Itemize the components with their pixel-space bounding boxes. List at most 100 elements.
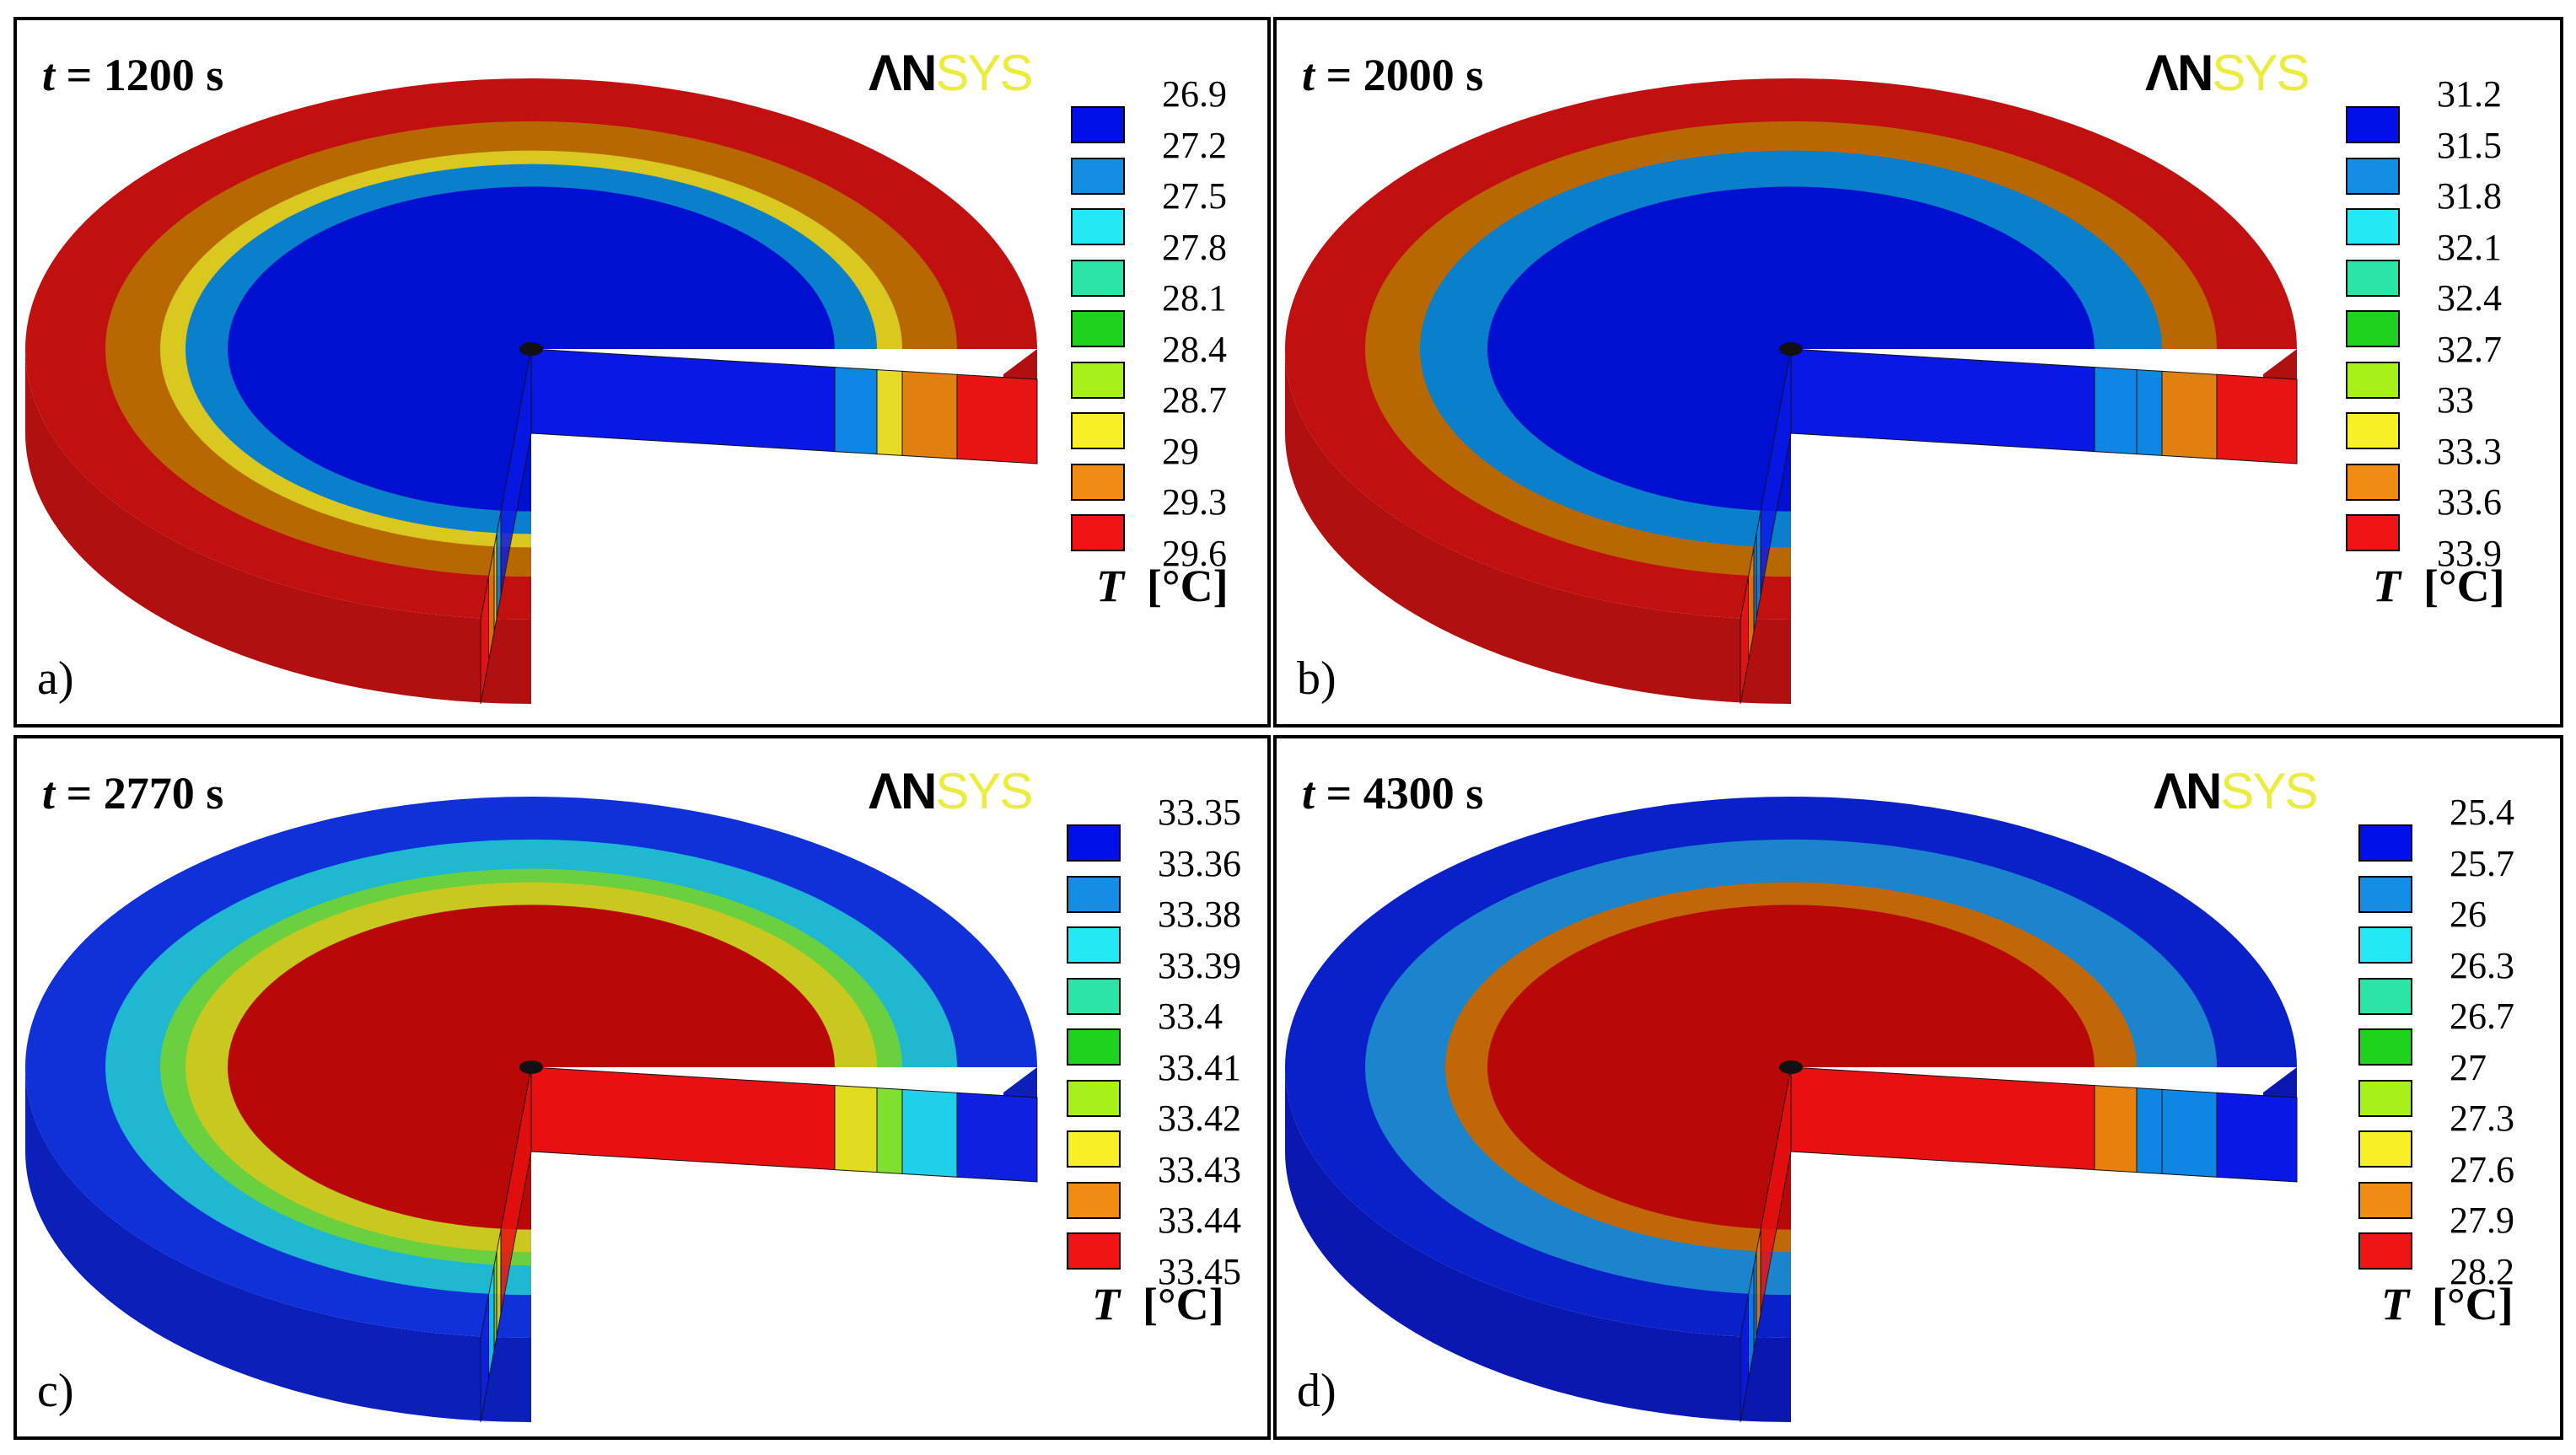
legend-color-swatch (2346, 463, 2400, 501)
ansys-logo: ΛNSYS (869, 45, 1033, 101)
cut-face-segment (901, 370, 958, 459)
outer-side-wall (25, 1067, 531, 1422)
legend-tick-label: 28.7 (1162, 379, 1227, 421)
legend-tick-label: 33.38 (1158, 894, 1241, 935)
legend-color-swatch (2346, 157, 2400, 195)
legend-color-swatch (1067, 1130, 1121, 1168)
time-title-a: t = 1200 s (42, 50, 224, 100)
panel-a: t = 1200 s ΛNSYS 26.9 27.2 27.5 27.8 28.1 28.… (13, 17, 1271, 728)
ansys-logo: ΛNSYS (2154, 763, 2318, 819)
center-hole (519, 342, 543, 356)
legend-tick-label: 29.3 (1162, 481, 1227, 523)
legend-color-swatch (2346, 106, 2400, 143)
panel-d: t = 4300 s ΛNSYS 25.4 25.7 26 26.3 26.7 27 27.… (1273, 735, 2563, 1440)
ansys-logo: ΛNSYS (869, 763, 1033, 819)
legend-color-swatch (1067, 1232, 1121, 1270)
time-title-d: t = 4300 s (1302, 768, 1484, 819)
time-title-c: t = 2770 s (42, 768, 224, 819)
legend-tick-label: 33.9 (2437, 532, 2502, 574)
legend-tick-label: 31.8 (2437, 175, 2502, 217)
legend-tick-label: 32.4 (2437, 277, 2502, 319)
legend-color-swatch (1071, 106, 1125, 143)
legend-tick-label: 32.7 (2437, 328, 2502, 370)
legend-tick-label: 33.4 (1158, 996, 1223, 1037)
legend-tick-label: 27.2 (1162, 124, 1227, 166)
cut-face-segment (530, 1066, 836, 1171)
panel-label-a: a) (37, 652, 74, 705)
color-legend-c: 33.35 33.36 33.38 33.39 33.4 33.41 33.42 33.43 3… (1067, 791, 1267, 1297)
color-legend-b: 31.2 31.5 31.8 32.1 32.4 32.7 33 33.3 33.6 33.9 (2346, 72, 2548, 578)
cut-face-segment (480, 577, 489, 705)
legend-tick-label: 26.7 (2450, 996, 2514, 1037)
legend-tick-label: 31.2 (2437, 73, 2502, 115)
cut-face-segment (2094, 367, 2138, 455)
legend-tick-label: 27 (2450, 1046, 2487, 1088)
legend-color-swatch (1067, 824, 1121, 862)
unit-label-a: T [°C] (1096, 561, 1229, 611)
cut-face-segment (834, 1085, 878, 1173)
cut-face-segment (2136, 369, 2163, 456)
cut-face-segment (876, 369, 903, 456)
legend-color-swatch (2358, 1232, 2412, 1270)
legend-tick-label: 28.4 (1162, 328, 1227, 370)
cut-face-segment (834, 367, 878, 455)
legend-color-swatch (2358, 875, 2412, 913)
legend-color-swatch (1071, 259, 1125, 297)
center-hole (519, 1060, 543, 1074)
legend-color-swatch (2358, 1028, 2412, 1066)
legend-tick-label: 33.42 (1158, 1098, 1241, 1139)
legend-color-swatch (1071, 310, 1125, 347)
color-legend-a: 26.9 27.2 27.5 27.8 28.1 28.4 28.7 29 29.3 29.6 (1071, 72, 1267, 578)
temperature-disk-c (25, 797, 1038, 1423)
legend-color-swatch (2358, 977, 2412, 1015)
cut-face-segment (2161, 1088, 2218, 1178)
cut-face-segment (530, 348, 836, 453)
temperature-disk-b (1285, 78, 2298, 705)
cut-face-segment (1790, 348, 2095, 453)
outer-side-wall (1285, 1067, 1791, 1422)
legend-tick-label: 27.8 (1162, 226, 1227, 268)
cut-face-segment (901, 1088, 958, 1178)
outer-side-wall (25, 349, 531, 704)
legend-tick-label: 33.45 (1158, 1250, 1241, 1292)
cut-face-segment (1790, 1066, 2095, 1171)
cut-face-segment (1740, 1295, 1749, 1423)
legend-color-swatch (1067, 1028, 1121, 1066)
legend-color-swatch (2358, 926, 2412, 964)
legend-tick-label: 33.3 (2437, 430, 2502, 472)
temperature-disk-a (25, 78, 1038, 705)
cut-face-segment (2216, 373, 2298, 464)
legend-tick-label: 33.41 (1158, 1046, 1241, 1088)
legend-color-swatch (1071, 412, 1125, 449)
legend-tick-label: 29 (1162, 430, 1199, 472)
legend-color-swatch (2346, 514, 2400, 551)
legend-color-swatch (1067, 977, 1121, 1015)
legend-color-swatch (1067, 1079, 1121, 1117)
legend-tick-label: 27.5 (1162, 175, 1227, 217)
legend-color-swatch (1071, 463, 1125, 501)
cut-face-segment (2136, 1087, 2163, 1174)
legend-tick-label: 33.36 (1158, 842, 1241, 884)
legend-tick-label: 33 (2437, 379, 2474, 421)
legend-tick-label: 27.3 (2450, 1098, 2514, 1139)
unit-label-b: T [°C] (2373, 561, 2505, 611)
cut-face-segment (2161, 370, 2218, 459)
cut-face-segment (2216, 1092, 2298, 1183)
legend-color-swatch (2346, 208, 2400, 245)
legend-tick-label: 33.39 (1158, 944, 1241, 986)
legend-tick-label: 27.9 (2450, 1200, 2514, 1241)
legend-tick-label: 33.6 (2437, 481, 2502, 523)
color-legend-d: 25.4 25.7 26 26.3 26.7 27 27.3 27.6 27.9 28.2 (2358, 791, 2560, 1297)
legend-color-swatch (1067, 1181, 1121, 1219)
legend-tick-label: 26.9 (1162, 73, 1227, 115)
panel-label-d: d) (1297, 1365, 1336, 1417)
time-title-b: t = 2000 s (1302, 50, 1484, 100)
unit-label-c: T [°C] (1092, 1279, 1224, 1329)
legend-tick-label: 33.43 (1158, 1148, 1241, 1190)
cut-face-segment (2094, 1085, 2138, 1173)
legend-color-swatch (2358, 1181, 2412, 1219)
legend-color-swatch (1071, 208, 1125, 245)
cut-face-segment (480, 1295, 489, 1423)
cut-face-segment (956, 373, 1038, 464)
legend-tick-label: 27.6 (2450, 1148, 2514, 1190)
